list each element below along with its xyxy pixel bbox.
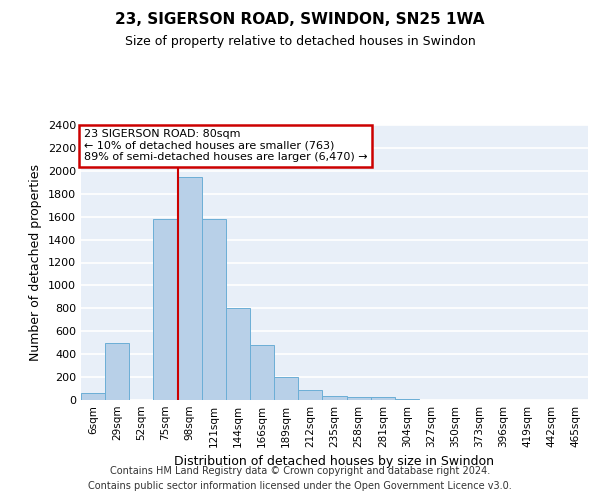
- Text: 23 SIGERSON ROAD: 80sqm
← 10% of detached houses are smaller (763)
89% of semi-d: 23 SIGERSON ROAD: 80sqm ← 10% of detache…: [83, 129, 367, 162]
- Bar: [81, 393, 105, 400]
- Bar: [274, 377, 298, 400]
- Text: Contains public sector information licensed under the Open Government Licence v3: Contains public sector information licen…: [88, 481, 512, 491]
- Bar: [105, 342, 129, 400]
- Bar: [154, 219, 178, 400]
- Bar: [322, 396, 347, 400]
- Bar: [226, 308, 250, 400]
- Text: Contains HM Land Registry data © Crown copyright and database right 2024.: Contains HM Land Registry data © Crown c…: [110, 466, 490, 476]
- Text: Size of property relative to detached houses in Swindon: Size of property relative to detached ho…: [125, 35, 475, 48]
- Bar: [178, 176, 202, 400]
- Bar: [371, 397, 395, 400]
- Bar: [347, 396, 371, 400]
- Bar: [202, 219, 226, 400]
- X-axis label: Distribution of detached houses by size in Swindon: Distribution of detached houses by size …: [175, 456, 494, 468]
- Y-axis label: Number of detached properties: Number of detached properties: [29, 164, 43, 361]
- Bar: [298, 390, 322, 400]
- Bar: [250, 345, 274, 400]
- Text: 23, SIGERSON ROAD, SWINDON, SN25 1WA: 23, SIGERSON ROAD, SWINDON, SN25 1WA: [115, 12, 485, 28]
